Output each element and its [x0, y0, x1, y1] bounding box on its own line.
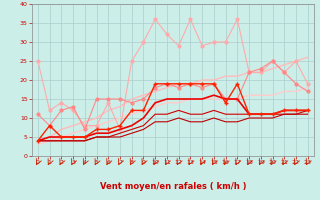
X-axis label: Vent moyen/en rafales ( km/h ): Vent moyen/en rafales ( km/h ) [100, 182, 246, 191]
